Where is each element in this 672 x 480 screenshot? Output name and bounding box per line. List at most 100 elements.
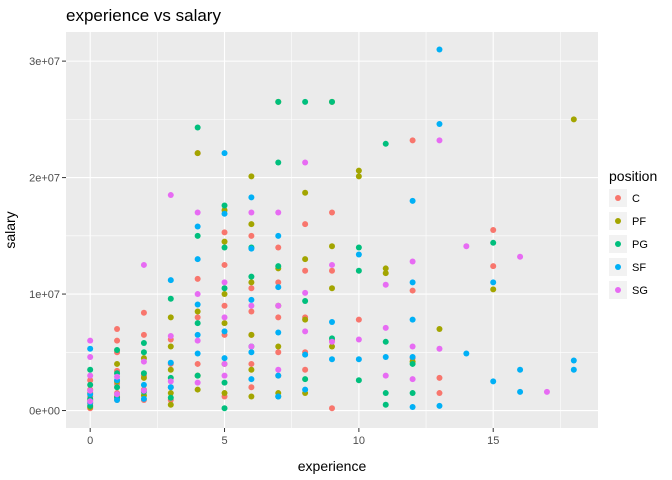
point-sg — [302, 159, 309, 166]
point-pg — [490, 239, 497, 246]
point-sg — [167, 332, 174, 339]
point-sf — [114, 397, 121, 404]
point-sf — [490, 378, 497, 385]
point-sf — [517, 366, 524, 373]
point-c — [275, 314, 282, 321]
point-pg — [275, 98, 282, 105]
point-sf — [436, 402, 443, 409]
point-sg — [463, 243, 470, 250]
point-pf — [302, 256, 309, 263]
point-sg — [87, 337, 94, 344]
point-sg — [167, 378, 174, 385]
chart-title: experience vs salary — [66, 6, 221, 25]
point-sf — [194, 331, 201, 338]
point-sg — [248, 209, 255, 216]
point-pg — [167, 295, 174, 302]
point-pf — [355, 167, 362, 174]
point-pg — [221, 379, 228, 386]
point-sf — [275, 393, 282, 400]
point-sg — [87, 387, 94, 394]
point-sf — [194, 350, 201, 357]
point-pf — [248, 173, 255, 180]
point-sf — [382, 353, 389, 360]
point-sf — [221, 328, 228, 335]
point-pg — [194, 232, 201, 239]
point-pg — [87, 366, 94, 373]
y-tick-label: 1e+07 — [29, 289, 60, 301]
legend-label: SG — [632, 285, 648, 297]
point-sg — [329, 338, 335, 345]
point-c — [87, 377, 94, 384]
x-axis-ticks: 0 5 10 15 — [87, 428, 499, 447]
point-pf — [167, 401, 174, 408]
legend: position C PF PG SF SG — [609, 168, 657, 299]
point-pg — [275, 159, 282, 166]
point-sf — [355, 251, 362, 258]
point-sg — [409, 376, 416, 383]
point-c — [194, 275, 201, 282]
point-pg — [302, 98, 309, 105]
point-c — [409, 287, 416, 294]
point-pf — [194, 386, 201, 393]
point-pf — [248, 331, 255, 338]
legend-swatch — [615, 195, 621, 201]
point-pf — [167, 314, 174, 321]
point-sf — [490, 279, 497, 286]
x-axis-title: experience — [298, 458, 367, 474]
legend-title: position — [609, 168, 657, 184]
point-c — [275, 244, 282, 251]
point-c — [194, 360, 201, 367]
point-sf — [463, 350, 470, 357]
point-c — [114, 326, 121, 332]
point-c — [140, 309, 147, 316]
point-pg — [248, 273, 255, 280]
point-pg — [409, 390, 416, 397]
point-sf — [248, 376, 255, 383]
point-pg — [409, 360, 416, 367]
point-sg — [140, 387, 147, 394]
point-sg — [221, 372, 228, 379]
legend-swatch — [615, 218, 621, 224]
point-sf — [409, 279, 416, 286]
point-sf — [409, 316, 416, 323]
point-sg — [382, 324, 389, 331]
point-sf — [275, 284, 282, 291]
point-sf — [248, 349, 255, 356]
legend-label: SF — [632, 262, 646, 274]
point-pg — [302, 298, 309, 305]
point-c — [248, 384, 255, 391]
point-pf — [194, 150, 201, 157]
point-c — [114, 337, 121, 344]
x-tick-label: 0 — [87, 435, 93, 447]
point-sg — [436, 345, 443, 352]
point-sf — [221, 355, 228, 362]
point-sg — [140, 358, 147, 365]
point-pg — [194, 320, 201, 327]
point-pg — [221, 405, 228, 412]
point-c — [248, 232, 255, 239]
point-sg — [194, 291, 201, 298]
point-c — [302, 267, 309, 274]
point-sg — [409, 343, 416, 350]
point-pg — [194, 124, 201, 131]
point-pf — [329, 343, 335, 350]
legend-label: PF — [632, 216, 646, 228]
point-c — [302, 366, 309, 373]
point-pg — [140, 370, 147, 377]
point-pg — [355, 267, 362, 274]
point-sf — [221, 150, 228, 157]
point-sg — [275, 302, 282, 309]
x-tick-label: 5 — [221, 435, 227, 447]
point-sg — [194, 209, 201, 216]
point-c — [436, 390, 443, 397]
point-sg — [517, 253, 524, 260]
point-sf — [302, 386, 309, 393]
point-c — [275, 349, 282, 356]
point-sf — [167, 384, 174, 391]
point-pg — [329, 98, 335, 105]
point-pf — [329, 285, 335, 292]
point-sf — [409, 404, 416, 411]
legend-swatch — [615, 264, 621, 270]
point-sg — [87, 398, 94, 405]
